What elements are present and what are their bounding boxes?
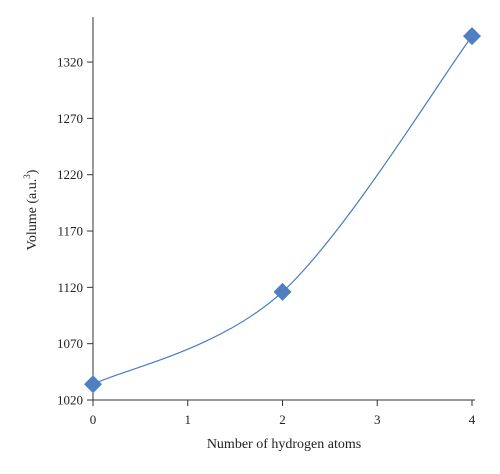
- y-tick-label: 1320: [57, 55, 83, 70]
- x-axis-label: Number of hydrogen atoms: [207, 437, 361, 452]
- series-line: [92, 35, 473, 385]
- y-tick-marks: [87, 61, 93, 401]
- data-point-marker: [84, 375, 102, 394]
- y-axis-label-superscript: 3: [22, 174, 32, 179]
- y-tick-label: 1220: [57, 167, 83, 182]
- x-tick-label: 1: [185, 412, 192, 427]
- y-tick-label: 1170: [57, 224, 83, 239]
- y-axis-label: Volume (a.u.3): [22, 169, 40, 250]
- data-point-marker: [463, 27, 481, 46]
- x-tick-label: 0: [90, 412, 97, 427]
- y-tick-label: 1270: [57, 111, 83, 126]
- x-tick-label: 4: [469, 412, 476, 427]
- y-axis-label-main: Volume (a.u.: [25, 179, 40, 251]
- data-point-marker: [273, 282, 292, 301]
- x-tick-label: 2: [279, 412, 286, 427]
- data-markers: [84, 27, 481, 394]
- x-tick-label: 3: [374, 412, 381, 427]
- y-tick-label: 1070: [57, 336, 83, 351]
- x-tick-labels: 0 1 2 3 4: [90, 412, 476, 427]
- y-tick-labels: 1020 1070 1120 1170 1220 1270 1320: [57, 55, 83, 408]
- y-tick-label: 1120: [57, 280, 83, 295]
- y-tick-label: 1020: [57, 393, 83, 408]
- y-axis-label-suffix: ): [25, 169, 40, 174]
- y-axis: 1020 1070 1120 1170 1220 1270 1320: [57, 17, 94, 408]
- x-axis: 0 1 2 3 4: [90, 399, 476, 427]
- x-tick-marks: [92, 400, 473, 406]
